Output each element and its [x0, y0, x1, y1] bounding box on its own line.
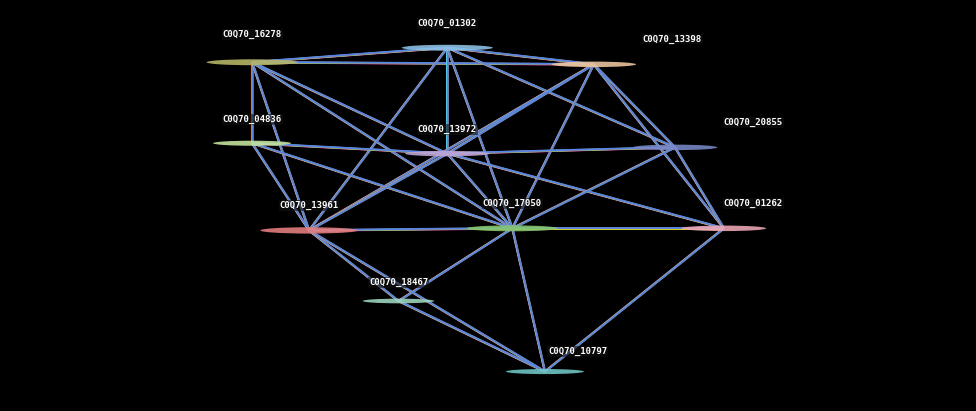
Text: C0Q70_04836: C0Q70_04836 — [223, 115, 282, 124]
Text: C0Q70_18467: C0Q70_18467 — [369, 278, 428, 287]
Text: C0Q70_20855: C0Q70_20855 — [724, 118, 783, 127]
Ellipse shape — [405, 151, 490, 156]
Text: C0Q70_01262: C0Q70_01262 — [724, 199, 783, 208]
Ellipse shape — [681, 226, 766, 231]
Ellipse shape — [363, 299, 434, 303]
Text: C0Q70_01302: C0Q70_01302 — [418, 19, 477, 28]
Text: C0Q70_13972: C0Q70_13972 — [418, 125, 477, 134]
Text: C0Q70_13961: C0Q70_13961 — [279, 201, 339, 210]
Ellipse shape — [207, 59, 298, 65]
Ellipse shape — [213, 141, 291, 146]
Text: C0Q70_16278: C0Q70_16278 — [223, 30, 282, 39]
Ellipse shape — [467, 225, 558, 231]
Ellipse shape — [506, 369, 584, 374]
Ellipse shape — [402, 45, 493, 51]
Text: C0Q70_13398: C0Q70_13398 — [642, 35, 702, 44]
Ellipse shape — [261, 227, 358, 233]
Text: C0Q70_17050: C0Q70_17050 — [483, 199, 542, 208]
Ellipse shape — [632, 145, 717, 150]
Ellipse shape — [551, 62, 636, 67]
Text: C0Q70_10797: C0Q70_10797 — [548, 347, 607, 356]
